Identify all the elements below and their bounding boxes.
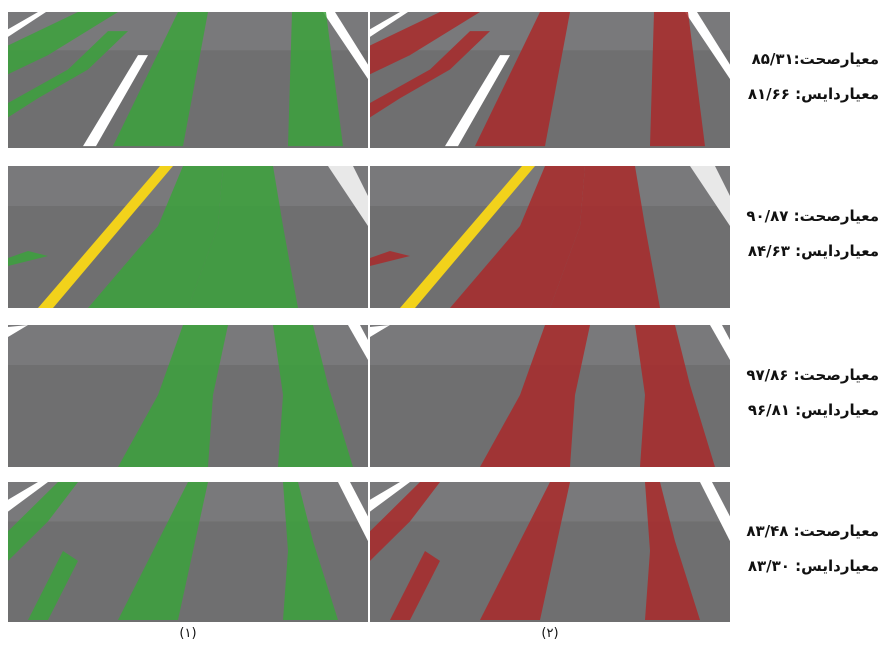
figure: معیارصحت:۸۵/۳۱ معیاردایس: ۸۱/۶۶ معیارصحت: …: [0, 0, 891, 646]
dice-label: معیاردایس: ۸۴/۶۳: [729, 242, 879, 260]
dice-label: معیاردایس: ۸۳/۳۰: [729, 557, 879, 575]
road-image: [8, 482, 368, 622]
road-image: [370, 166, 730, 308]
panel-caption: (۲): [520, 626, 580, 641]
accuracy-label: معیارصحت:۸۵/۳۱: [729, 50, 879, 68]
road-image: [370, 482, 730, 622]
road-image: [370, 325, 730, 467]
road-image: [8, 325, 368, 467]
panel-caption: (۱): [158, 626, 218, 641]
dice-label: معیاردایس: ۹۶/۸۱: [729, 401, 879, 419]
accuracy-label: معیارصحت: ۸۳/۴۸: [729, 522, 879, 540]
road-image: [8, 12, 368, 148]
road-image: [8, 166, 368, 308]
accuracy-label: معیارصحت: ۹۷/۸۶: [729, 366, 879, 384]
road-image: [370, 12, 730, 148]
accuracy-label: معیارصحت: ۹۰/۸۷: [729, 207, 879, 225]
dice-label: معیاردایس: ۸۱/۶۶: [729, 85, 879, 103]
